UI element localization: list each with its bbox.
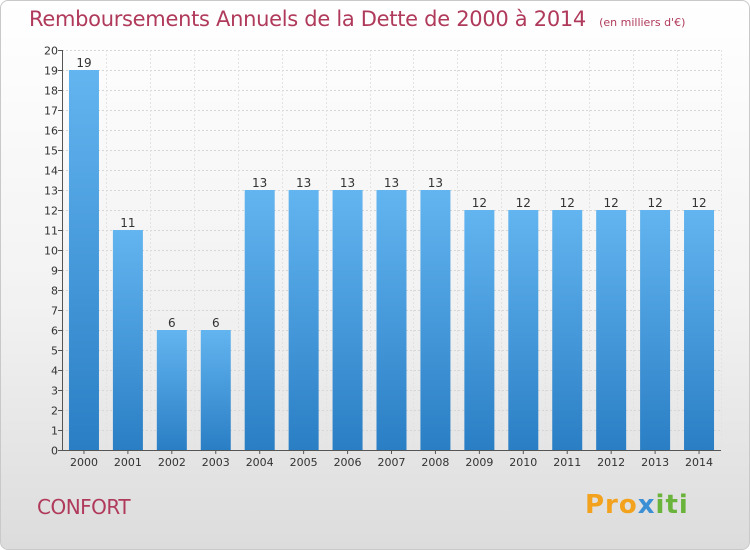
y-tick-label: 12: [44, 205, 58, 218]
bar-value-label: 11: [120, 216, 135, 230]
y-tick-label: 20: [44, 45, 58, 58]
y-tick-label: 16: [44, 125, 58, 138]
y-tick-label: 0: [51, 445, 58, 458]
bar-value-label: 6: [212, 316, 220, 330]
bar-value-label: 12: [516, 196, 531, 210]
bar: [596, 210, 627, 450]
y-tick-label: 5: [51, 345, 58, 358]
x-tick-label: 2005: [290, 456, 318, 469]
y-tick-label: 19: [44, 65, 58, 78]
y-tick-label: 13: [44, 185, 58, 198]
bar: [288, 190, 319, 450]
x-tick-label: 2000: [70, 456, 98, 469]
bar-value-label: 13: [252, 176, 267, 190]
x-tick-label: 2004: [246, 456, 274, 469]
bar: [332, 190, 363, 450]
bar: [552, 210, 583, 450]
y-tick-label: 1: [51, 425, 58, 438]
y-tick-label: 11: [44, 225, 58, 238]
bars: [68, 70, 715, 450]
x-tick-label: 2013: [641, 456, 669, 469]
bar-value-label: 12: [472, 196, 487, 210]
chart-title: Remboursements Annuels de la Dette de 20…: [29, 7, 586, 31]
y-tick-label: 4: [51, 365, 58, 378]
bar-value-label: 12: [647, 196, 662, 210]
bar: [112, 230, 143, 450]
x-tick-label: 2002: [158, 456, 186, 469]
x-tick-label: 2007: [378, 456, 406, 469]
bar-value-label: 13: [384, 176, 399, 190]
chart-subtitle: (en milliers d'€): [599, 16, 686, 29]
x-tick-label: 2012: [597, 456, 625, 469]
y-tick-label: 15: [44, 145, 58, 158]
bar: [508, 210, 539, 450]
bar: [464, 210, 495, 450]
x-tick-label: 2009: [465, 456, 493, 469]
x-tick-label: 2010: [509, 456, 537, 469]
proxiti-logo: Proxiti: [585, 490, 689, 520]
y-tick-label: 3: [51, 385, 58, 398]
x-tick-label: 2014: [685, 456, 713, 469]
axes: [58, 50, 721, 454]
bar-value-label: 13: [296, 176, 311, 190]
x-tick-label: 2011: [553, 456, 581, 469]
y-tick-label: 6: [51, 325, 58, 338]
bar-value-label: 12: [691, 196, 706, 210]
bar-value-label: 6: [168, 316, 176, 330]
logo-part-3: iti: [655, 490, 689, 520]
y-tick-label: 17: [44, 105, 58, 118]
y-tick-label: 14: [44, 165, 58, 178]
y-tick-label: 8: [51, 285, 58, 298]
y-tick-label: 2: [51, 405, 58, 418]
x-tick-label: 2003: [202, 456, 230, 469]
commune-name: CONFORT: [37, 495, 131, 519]
y-tick-label: 18: [44, 85, 58, 98]
bar: [376, 190, 407, 450]
labels: 0123456789101112131415161718192019200011…: [44, 45, 713, 470]
bar-value-label: 13: [428, 176, 443, 190]
bar: [420, 190, 451, 450]
x-tick-label: 2006: [334, 456, 362, 469]
bar: [640, 210, 671, 450]
y-tick-label: 9: [51, 265, 58, 278]
bar: [200, 330, 231, 450]
y-tick-label: 10: [44, 245, 58, 258]
x-tick-label: 2001: [114, 456, 142, 469]
logo-part-1: Pro: [585, 490, 638, 520]
bar: [244, 190, 275, 450]
bar: [68, 70, 99, 450]
y-tick-label: 7: [51, 305, 58, 318]
bar-value-label: 19: [76, 56, 91, 70]
bar: [156, 330, 187, 450]
bar-value-label: 12: [560, 196, 575, 210]
bar: [684, 210, 715, 450]
bar-value-label: 13: [340, 176, 355, 190]
title-row: Remboursements Annuels de la Dette de 20…: [29, 7, 685, 31]
x-tick-label: 2008: [421, 456, 449, 469]
bar-value-label: 12: [604, 196, 619, 210]
logo-part-2: x: [637, 490, 656, 520]
